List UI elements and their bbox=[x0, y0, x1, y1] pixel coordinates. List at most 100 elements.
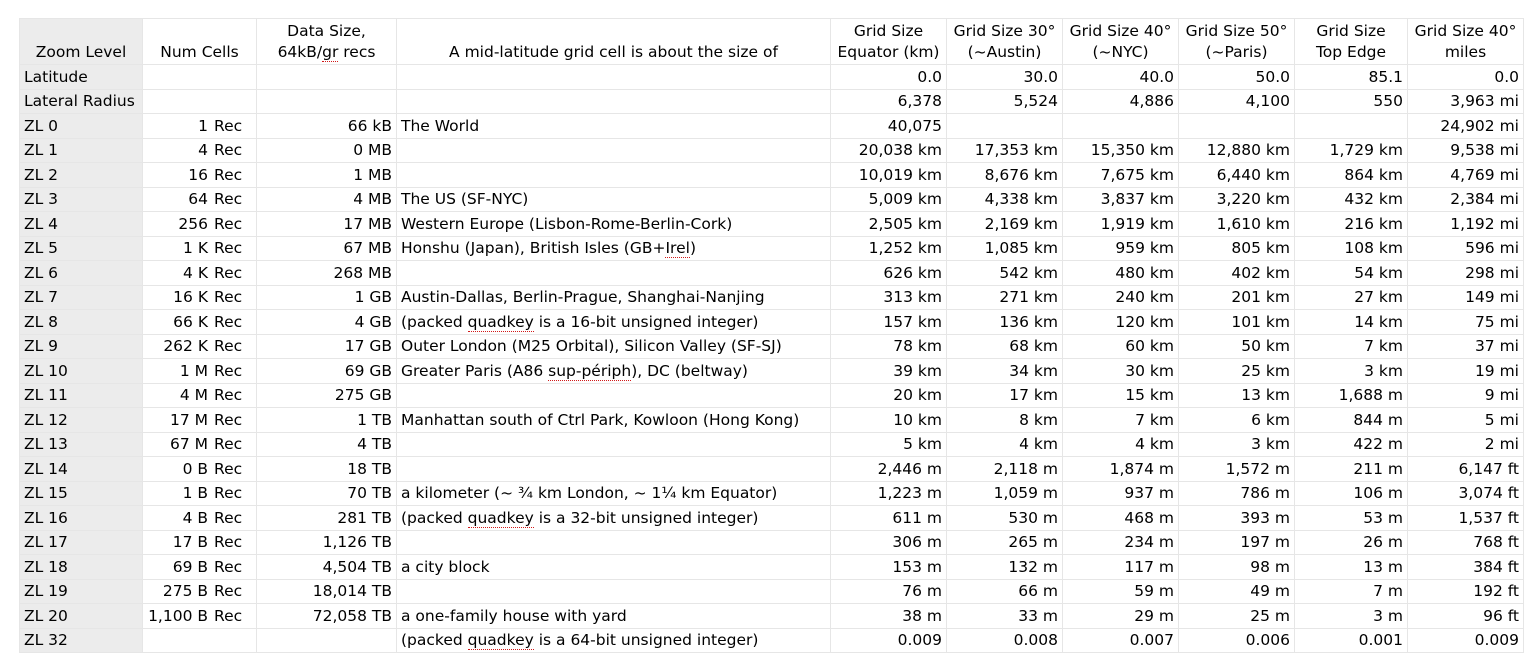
num-cells-cell[interactable]: 262 K Rec bbox=[142, 333, 257, 359]
grid-size-top-edge-cell[interactable]: 1,688 m bbox=[1294, 382, 1408, 408]
data-size-cell[interactable]: 275 GB bbox=[256, 382, 397, 408]
num-cells-cell[interactable]: 69 B Rec bbox=[142, 554, 257, 580]
grid-size-40-cell[interactable]: 117 m bbox=[1062, 554, 1179, 580]
grid-size-30-cell[interactable]: 265 m bbox=[946, 529, 1063, 555]
grid-size-equator-cell[interactable]: 153 m bbox=[830, 554, 947, 580]
description-cell[interactable]: (packed quadkey is a 16-bit unsigned int… bbox=[396, 309, 831, 335]
grid-size-equator-cell[interactable]: 39 km bbox=[830, 358, 947, 384]
grid-size-30-cell[interactable]: 68 km bbox=[946, 333, 1063, 359]
zoom-level-cell[interactable]: ZL 0 bbox=[19, 113, 143, 139]
grid-size-30-cell[interactable]: 2,169 km bbox=[946, 211, 1063, 237]
description-cell[interactable] bbox=[396, 456, 831, 482]
num-cells-cell[interactable]: 1 K Rec bbox=[142, 235, 257, 261]
grid-size-equator-cell[interactable]: 5 km bbox=[830, 431, 947, 457]
grid-size-top-edge-cell[interactable]: 7 m bbox=[1294, 578, 1408, 604]
num-cells-cell[interactable]: 256 Rec bbox=[142, 211, 257, 237]
table-cell[interactable] bbox=[396, 64, 831, 90]
grid-size-top-edge-cell[interactable]: 216 km bbox=[1294, 211, 1408, 237]
zoom-level-cell[interactable]: ZL 6 bbox=[19, 260, 143, 286]
radius-equator[interactable]: 6,378 bbox=[830, 88, 947, 114]
lateral-radius-label[interactable]: Lateral Radius bbox=[19, 88, 143, 114]
grid-size-30-cell[interactable]: 4,338 km bbox=[946, 186, 1063, 212]
data-size-cell[interactable]: 1 MB bbox=[256, 162, 397, 188]
grid-size-50-cell[interactable]: 197 m bbox=[1178, 529, 1295, 555]
description-cell[interactable] bbox=[396, 431, 831, 457]
grid-size-30-cell[interactable]: 542 km bbox=[946, 260, 1063, 286]
data-size-cell[interactable]: 4 MB bbox=[256, 186, 397, 212]
grid-size-miles-cell[interactable]: 768 ft bbox=[1407, 529, 1524, 555]
grid-size-top-edge-cell[interactable] bbox=[1294, 113, 1408, 139]
data-size-cell[interactable]: 1,126 TB bbox=[256, 529, 397, 555]
data-size-cell[interactable]: 70 TB bbox=[256, 480, 397, 506]
num-cells-cell[interactable] bbox=[142, 627, 257, 653]
grid-size-equator-cell[interactable]: 40,075 bbox=[830, 113, 947, 139]
radius-30[interactable]: 5,524 bbox=[946, 88, 1063, 114]
header-grid-size-30[interactable]: Grid Size 30° (~Austin) bbox=[946, 18, 1063, 65]
grid-size-top-edge-cell[interactable]: 54 km bbox=[1294, 260, 1408, 286]
grid-size-50-cell[interactable]: 6 km bbox=[1178, 407, 1295, 433]
data-size-cell[interactable] bbox=[256, 627, 397, 653]
grid-size-50-cell[interactable]: 49 m bbox=[1178, 578, 1295, 604]
grid-size-40-cell[interactable]: 240 km bbox=[1062, 284, 1179, 310]
grid-size-top-edge-cell[interactable]: 14 km bbox=[1294, 309, 1408, 335]
table-cell[interactable] bbox=[256, 88, 397, 114]
grid-size-50-cell[interactable]: 98 m bbox=[1178, 554, 1295, 580]
grid-size-equator-cell[interactable]: 5,009 km bbox=[830, 186, 947, 212]
grid-size-30-cell[interactable]: 1,059 m bbox=[946, 480, 1063, 506]
grid-size-40-cell[interactable]: 468 m bbox=[1062, 505, 1179, 531]
grid-size-30-cell[interactable]: 0.008 bbox=[946, 627, 1063, 653]
grid-size-miles-cell[interactable]: 2 mi bbox=[1407, 431, 1524, 457]
description-cell[interactable]: (packed quadkey is a 64-bit unsigned int… bbox=[396, 627, 831, 653]
grid-size-equator-cell[interactable]: 2,505 km bbox=[830, 211, 947, 237]
header-zoom-level[interactable]: Zoom Level bbox=[19, 18, 143, 65]
zoom-level-cell[interactable]: ZL 20 bbox=[19, 603, 143, 629]
data-size-cell[interactable]: 69 GB bbox=[256, 358, 397, 384]
zoom-level-cell[interactable]: ZL 4 bbox=[19, 211, 143, 237]
grid-size-40-cell[interactable]: 0.007 bbox=[1062, 627, 1179, 653]
num-cells-cell[interactable]: 1 B Rec bbox=[142, 480, 257, 506]
grid-size-30-cell[interactable]: 17,353 km bbox=[946, 137, 1063, 163]
num-cells-cell[interactable]: 16 Rec bbox=[142, 162, 257, 188]
radius-top-edge[interactable]: 550 bbox=[1294, 88, 1408, 114]
grid-size-40-cell[interactable]: 15,350 km bbox=[1062, 137, 1179, 163]
grid-size-miles-cell[interactable]: 4,769 mi bbox=[1407, 162, 1524, 188]
grid-size-equator-cell[interactable]: 20 km bbox=[830, 382, 947, 408]
grid-size-miles-cell[interactable]: 1,537 ft bbox=[1407, 505, 1524, 531]
grid-size-50-cell[interactable]: 402 km bbox=[1178, 260, 1295, 286]
data-size-cell[interactable]: 67 MB bbox=[256, 235, 397, 261]
header-num-cells[interactable]: Num Cells bbox=[142, 18, 257, 65]
grid-size-50-cell[interactable]: 6,440 km bbox=[1178, 162, 1295, 188]
grid-size-equator-cell[interactable]: 1,223 m bbox=[830, 480, 947, 506]
description-cell[interactable]: Greater Paris (A86 sup-périph), DC (belt… bbox=[396, 358, 831, 384]
grid-size-50-cell[interactable]: 805 km bbox=[1178, 235, 1295, 261]
grid-size-miles-cell[interactable]: 37 mi bbox=[1407, 333, 1524, 359]
grid-size-50-cell[interactable]: 786 m bbox=[1178, 480, 1295, 506]
data-size-cell[interactable]: 0 MB bbox=[256, 137, 397, 163]
grid-size-50-cell[interactable]: 201 km bbox=[1178, 284, 1295, 310]
grid-size-50-cell[interactable]: 25 m bbox=[1178, 603, 1295, 629]
grid-size-top-edge-cell[interactable]: 0.001 bbox=[1294, 627, 1408, 653]
zoom-level-cell[interactable]: ZL 16 bbox=[19, 505, 143, 531]
grid-size-top-edge-cell[interactable]: 26 m bbox=[1294, 529, 1408, 555]
grid-size-40-cell[interactable]: 29 m bbox=[1062, 603, 1179, 629]
grid-size-50-cell[interactable]: 101 km bbox=[1178, 309, 1295, 335]
zoom-level-cell[interactable]: ZL 3 bbox=[19, 186, 143, 212]
grid-size-equator-cell[interactable]: 38 m bbox=[830, 603, 947, 629]
grid-size-40-cell[interactable]: 4 km bbox=[1062, 431, 1179, 457]
grid-size-equator-cell[interactable]: 20,038 km bbox=[830, 137, 947, 163]
zoom-level-cell[interactable]: ZL 32 bbox=[19, 627, 143, 653]
grid-size-30-cell[interactable]: 4 km bbox=[946, 431, 1063, 457]
header-grid-size-miles[interactable]: Grid Size 40° miles bbox=[1407, 18, 1524, 65]
grid-size-miles-cell[interactable]: 192 ft bbox=[1407, 578, 1524, 604]
zoom-level-cell[interactable]: ZL 10 bbox=[19, 358, 143, 384]
grid-size-30-cell[interactable]: 530 m bbox=[946, 505, 1063, 531]
zoom-level-cell[interactable]: ZL 17 bbox=[19, 529, 143, 555]
description-cell[interactable] bbox=[396, 260, 831, 286]
grid-size-40-cell[interactable]: 959 km bbox=[1062, 235, 1179, 261]
radius-50[interactable]: 4,100 bbox=[1178, 88, 1295, 114]
zoom-level-cell[interactable]: ZL 11 bbox=[19, 382, 143, 408]
grid-size-50-cell[interactable]: 3 km bbox=[1178, 431, 1295, 457]
header-grid-size-equator[interactable]: Grid Size Equator (km) bbox=[830, 18, 947, 65]
grid-size-40-cell[interactable]: 120 km bbox=[1062, 309, 1179, 335]
grid-size-40-cell[interactable]: 1,874 m bbox=[1062, 456, 1179, 482]
